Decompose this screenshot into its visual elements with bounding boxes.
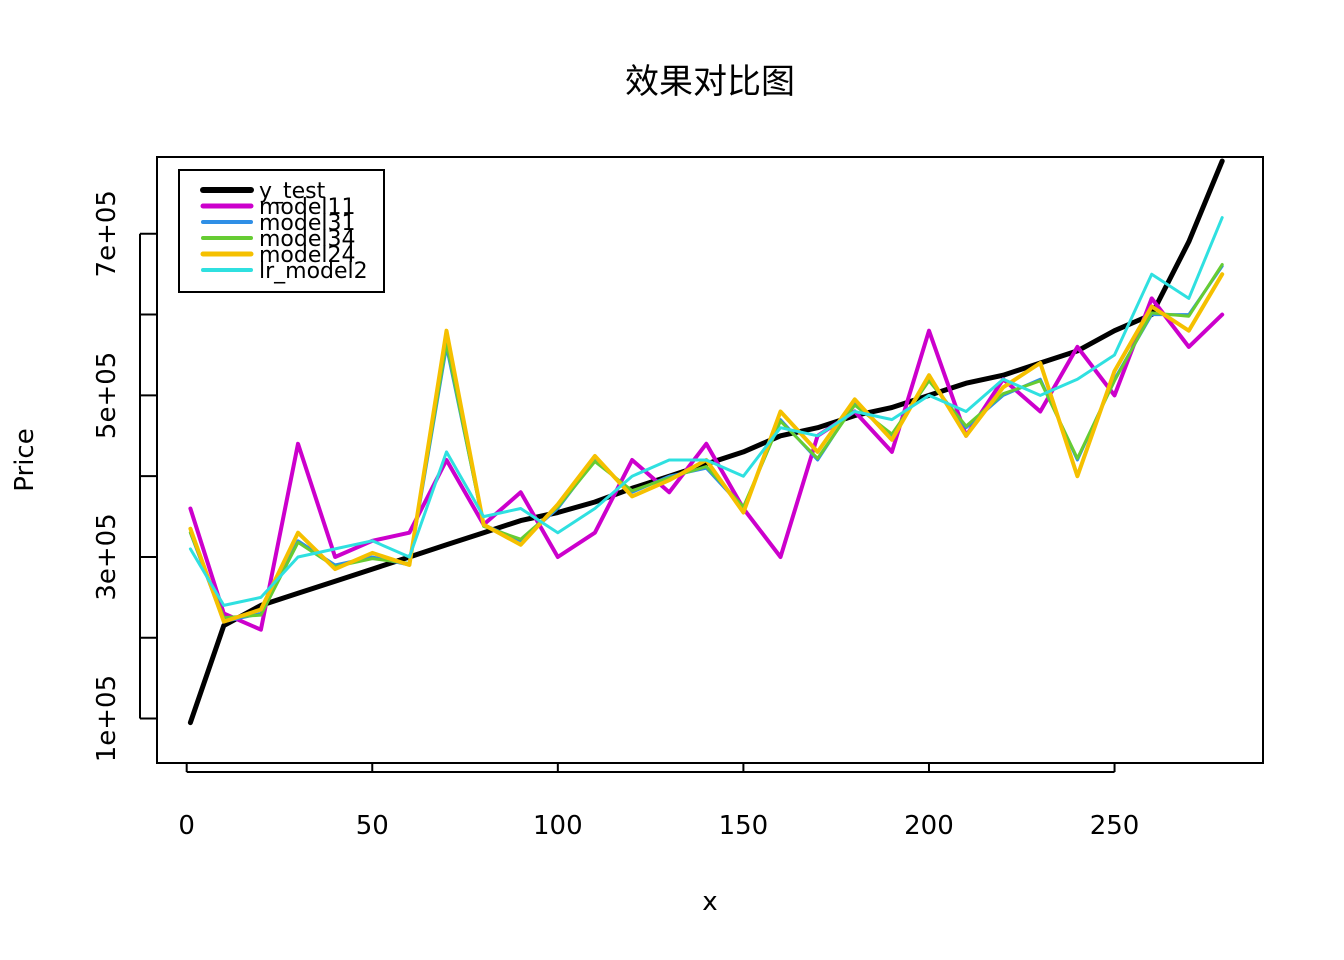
y-tick-label: 5e+05 <box>92 352 122 439</box>
chart-title: 效果对比图 <box>625 62 795 102</box>
series-line-lr-model2 <box>188 216 1224 607</box>
x-axis-label: x <box>702 887 717 917</box>
series-line-y-test <box>187 158 1225 726</box>
x-tick-label: 200 <box>904 811 954 841</box>
legend-label-y-test: y_test <box>259 179 326 204</box>
plot-area-frame <box>156 156 1264 764</box>
y-axis-label: Price <box>10 428 40 491</box>
legend: y_testmodel11model31model34model24lr_mod… <box>178 169 385 293</box>
y-tick-label: 1e+05 <box>92 675 122 762</box>
x-tick-label: 100 <box>533 811 583 841</box>
x-tick-label: 0 <box>178 811 195 841</box>
series-layer <box>187 158 1225 726</box>
legend-label-model24: model24 <box>259 243 356 268</box>
x-tick-label: 50 <box>356 811 389 841</box>
x-axis: 0 50 100 150 200 250 <box>178 763 1139 841</box>
y-axis: 1e+05 3e+05 5e+05 7e+05 <box>92 190 157 762</box>
x-tick-label: 150 <box>719 811 769 841</box>
legend-label-lr-model2: lr_model2 <box>259 259 368 284</box>
legend-label-model31: model31 <box>259 211 356 236</box>
x-tick-label: 250 <box>1090 811 1140 841</box>
legend-label-model11: model11 <box>259 195 356 220</box>
y-tick-label: 3e+05 <box>92 513 122 600</box>
legend-label-model34: model34 <box>259 227 356 252</box>
y-tick-label: 7e+05 <box>92 190 122 277</box>
